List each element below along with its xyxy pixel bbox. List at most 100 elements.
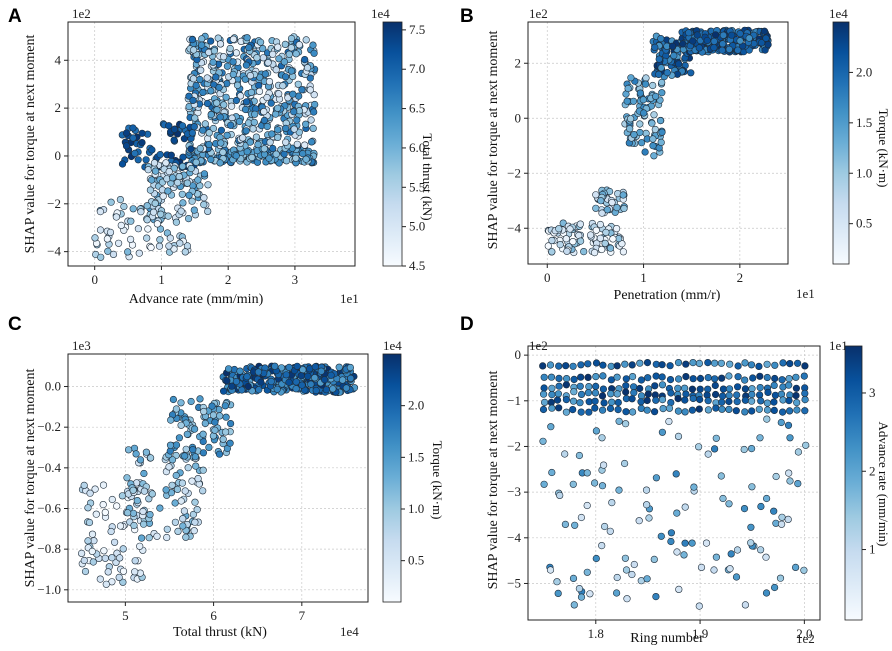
panel-d-point-291 <box>762 589 771 597</box>
panel-d-point-24 <box>554 589 562 598</box>
panel-d-point-96 <box>606 527 614 535</box>
panel-a-point-548 <box>254 140 262 149</box>
panel-c-point-52 <box>116 554 124 562</box>
panel-a-point-920 <box>109 250 118 258</box>
panel-d-point-32 <box>562 396 571 404</box>
panel-c-point-161 <box>139 507 147 516</box>
panel-d-point-192 <box>689 375 697 383</box>
panel-c-point-27 <box>88 530 97 538</box>
panel-a-point-928 <box>134 225 142 233</box>
panel-c-point-224 <box>216 412 224 420</box>
panel-d-point-260 <box>741 601 750 609</box>
panel-d-point-238 <box>725 391 733 400</box>
panel-a-point-482 <box>293 140 301 148</box>
panel-c-y-tick-label-3: −0.4 <box>37 460 61 475</box>
panel-c-point-574 <box>298 381 306 389</box>
panel-d-point-273 <box>747 523 755 531</box>
panel-d-point-87 <box>598 482 607 490</box>
panel-d-point-302 <box>772 472 780 481</box>
panel-a-point-773 <box>144 166 152 174</box>
panel-c-point-48 <box>99 481 108 489</box>
panel-d-point-125 <box>630 560 638 569</box>
panel-a-colorbar-multiplier: 1e4 <box>371 6 390 21</box>
panel-c-point-566 <box>285 363 293 372</box>
panel-a-point-810 <box>188 197 196 205</box>
panel-d-point-299 <box>770 507 778 515</box>
panel-a-point-778 <box>170 164 178 172</box>
panel-d-point-127 <box>637 376 646 384</box>
panel-c-point-246 <box>169 395 177 404</box>
panel-a-point-667 <box>213 106 221 114</box>
panel-c-point-125 <box>165 463 173 471</box>
panel-d-point-142 <box>645 514 653 522</box>
panel-a-colorbar-tick-label-3: 6.0 <box>409 140 425 155</box>
panel-d-point-63 <box>585 408 593 416</box>
panel-d-point-269 <box>748 483 756 491</box>
panel-d-point-130 <box>637 398 645 406</box>
panel-a-point-209 <box>259 44 267 53</box>
panel-c-point-130 <box>182 533 190 541</box>
panel-b-point-308 <box>655 55 663 63</box>
panel-d-point-73 <box>591 404 599 412</box>
panel-a-point-821 <box>179 199 187 207</box>
panel-c-point-114 <box>168 456 177 464</box>
panel-a-point-605 <box>267 99 275 107</box>
panel-a-point-176 <box>302 155 310 163</box>
panel-c-point-123 <box>162 486 170 494</box>
panel-d-point-288 <box>763 406 772 414</box>
panel-c-point-93 <box>171 499 179 507</box>
panel-a-point-652 <box>287 34 296 43</box>
panel-d-point-189 <box>680 551 688 559</box>
panel-b-colorbar-tick-label-2: 1.5 <box>856 115 872 130</box>
panel-d-point-220 <box>711 390 720 399</box>
panel-b-colorbar <box>832 21 850 265</box>
panel-c-point-593 <box>244 382 252 391</box>
panel-c-point-155 <box>123 509 132 517</box>
panel-a-y-axis-title: SHAP value for torque at next moment <box>23 35 38 254</box>
panel-d-y-tick-label-1: −1 <box>507 393 521 408</box>
panel-a-point-926 <box>166 234 174 242</box>
panel-c-colorbar-tick-label-2: 1.5 <box>408 449 424 464</box>
panel-a-point-791 <box>162 159 170 167</box>
panel-c-point-69 <box>131 568 139 576</box>
panel-c-point-596 <box>329 385 337 393</box>
panel-c-point-591 <box>339 376 347 384</box>
panel-d-point-147 <box>651 382 659 390</box>
panel-d-point-312 <box>778 513 786 521</box>
panel-d-point-71 <box>591 389 600 397</box>
panel-d-point-149 <box>652 396 660 404</box>
panel-d-point-222 <box>712 404 720 412</box>
panel-b-point-542 <box>711 31 720 39</box>
panel-d-point-242 <box>726 565 734 573</box>
panel-d-point-261 <box>740 505 749 513</box>
panel-d-point-253 <box>741 359 749 367</box>
panel-d-point-283 <box>763 360 771 368</box>
panel-d-point-184 <box>680 384 689 392</box>
panel-a-point-564 <box>212 73 220 81</box>
panel-a-y-tick-label-4: 4 <box>55 52 62 67</box>
panel-d-y-tick-label-2: −2 <box>507 438 521 453</box>
panel-a-point-910 <box>96 226 105 234</box>
panel-d-y-tick-label-3: −3 <box>507 484 521 499</box>
panel-a-point-653 <box>302 36 310 44</box>
panel-a-colorbar-tick-label-2: 5.5 <box>409 179 425 194</box>
panel-d-point-336 <box>801 389 809 398</box>
panel-d-point-2 <box>540 384 548 392</box>
panel-d-point-215 <box>704 450 712 458</box>
panel-c-point-68 <box>86 489 94 497</box>
panel-a-x-tick-label-3: 3 <box>292 272 299 287</box>
panel-d-point-107 <box>621 360 629 368</box>
panel-a-point-829 <box>146 186 154 194</box>
panel-d-point-167 <box>665 404 674 412</box>
panel-a-point-498 <box>282 138 290 146</box>
panel-c-point-573 <box>322 386 331 394</box>
panel-a-point-543 <box>220 53 228 61</box>
panel-d-point-133 <box>635 517 643 525</box>
panel-d-point-298 <box>770 406 778 415</box>
panel-d-point-27 <box>553 578 561 586</box>
panel-a-point-911 <box>176 239 184 247</box>
panel-b-point-116 <box>603 206 611 214</box>
panel-d-point-74 <box>592 554 600 563</box>
panel-b-x-tick-label-2: 2 <box>737 270 744 285</box>
panel-a-point-678 <box>309 124 317 132</box>
